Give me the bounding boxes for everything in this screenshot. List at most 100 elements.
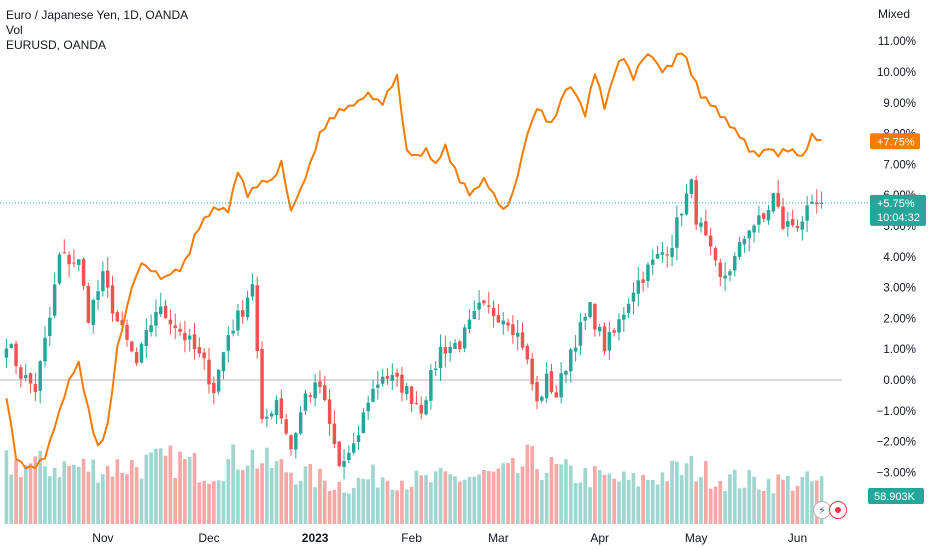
- candle-body: [202, 352, 206, 359]
- candle-body: [544, 373, 549, 399]
- volume-bar: [342, 492, 346, 524]
- volume-bar: [395, 490, 399, 524]
- candle-body: [395, 372, 399, 377]
- x-tick-label: Dec: [198, 531, 219, 545]
- candle-body: [684, 193, 689, 215]
- y-tick-label: 11.00%: [878, 36, 916, 48]
- candle-body: [728, 271, 732, 276]
- candle-body: [197, 347, 202, 354]
- volume-bar: [33, 456, 38, 524]
- candle-body: [626, 303, 631, 314]
- candle-body: [622, 314, 626, 320]
- candle-body: [323, 385, 327, 401]
- candle-body: [144, 329, 149, 347]
- candle-body: [33, 383, 38, 393]
- candle-body: [443, 347, 448, 354]
- volume-bar: [544, 472, 549, 524]
- volume-bar: [120, 472, 125, 524]
- compare-series-line: [5, 52, 822, 470]
- volume-bar: [91, 459, 96, 524]
- volume-bar: [626, 479, 631, 524]
- candle-body: [491, 307, 496, 317]
- volume-bar: [52, 467, 57, 524]
- candle-body: [279, 398, 284, 419]
- candle-body: [515, 332, 520, 337]
- volume-bar: [308, 463, 313, 524]
- x-tick-label: Apr: [590, 531, 609, 545]
- volume-bar: [781, 479, 785, 524]
- volume-bar: [549, 457, 554, 524]
- volume-bar: [105, 466, 110, 524]
- candle-body: [496, 315, 501, 323]
- volume-bar: [482, 469, 486, 524]
- candle-body: [303, 393, 308, 411]
- volume-bar: [356, 477, 361, 524]
- volume-bar: [742, 487, 747, 524]
- volume-bar: [9, 474, 14, 524]
- legend-compare-symbol[interactable]: EURUSD, OANDA: [6, 38, 107, 52]
- candle-body: [327, 399, 332, 424]
- volume-bar: [689, 455, 694, 524]
- compare-value-badge: [870, 133, 920, 150]
- candle-body: [371, 388, 375, 402]
- candle-body: [332, 423, 337, 444]
- candle-body: [159, 306, 163, 315]
- volume-bar: [400, 480, 404, 524]
- volume-bar: [723, 491, 727, 524]
- candle-body: [241, 310, 245, 317]
- volume-bar: [520, 466, 525, 524]
- candle-body: [723, 275, 727, 279]
- candle-body: [525, 345, 530, 360]
- candle-body: [23, 375, 28, 379]
- volume-bar: [568, 465, 573, 524]
- candle-body: [549, 371, 554, 393]
- volume-bar: [573, 482, 578, 524]
- volume-bar: [713, 486, 718, 524]
- volume-bar: [486, 471, 491, 524]
- candle-body: [173, 325, 177, 328]
- volume-value-text: 58.903K: [874, 491, 916, 503]
- legend-volume[interactable]: Vol: [6, 23, 23, 37]
- volume-bar: [303, 466, 308, 524]
- legend-main-symbol[interactable]: Euro / Japanese Yen, 1D, OANDA: [6, 8, 189, 22]
- volume-bar: [347, 493, 351, 524]
- candle-body: [28, 373, 33, 384]
- volume-bar: [255, 468, 260, 524]
- candle-body: [134, 352, 139, 364]
- candle-body: [424, 400, 428, 415]
- candle-body: [255, 285, 259, 352]
- volume-bar: [588, 487, 592, 524]
- candle-body: [380, 376, 385, 384]
- candle-body: [694, 179, 698, 225]
- record-icon[interactable]: [829, 501, 847, 519]
- volume-bar: [583, 467, 588, 524]
- candle-body: [795, 225, 800, 229]
- y-tick-label: 9.00%: [883, 98, 916, 110]
- candle-body: [62, 252, 67, 254]
- candle-body: [559, 373, 563, 398]
- volume-bar: [183, 459, 187, 524]
- volume-bar: [535, 469, 539, 524]
- countdown-text: 10:04:32: [877, 212, 920, 224]
- scale-mode-label[interactable]: Mixed: [877, 7, 910, 21]
- x-tick-label: Jun: [788, 531, 807, 545]
- volume-bar: [409, 486, 414, 524]
- candle-body: [535, 382, 539, 402]
- candle-body: [761, 213, 766, 219]
- volume-bar: [805, 471, 809, 524]
- volume-bar: [192, 453, 197, 524]
- volume-bar: [433, 471, 438, 524]
- volume-bar: [96, 482, 100, 524]
- volume-bar: [597, 469, 602, 524]
- candle-body: [583, 316, 587, 321]
- volume-bar: [414, 470, 419, 524]
- candle-body: [400, 374, 404, 393]
- chart-legend: Euro / Japanese Yen, 1D, OANDA Vol EURUS…: [6, 8, 188, 53]
- main-value-badge: [870, 194, 926, 226]
- candle-body: [506, 322, 510, 326]
- volume-bar: [732, 469, 737, 524]
- volume-bar: [539, 479, 544, 524]
- volume-bar: [332, 489, 337, 524]
- candle-body: [569, 349, 573, 372]
